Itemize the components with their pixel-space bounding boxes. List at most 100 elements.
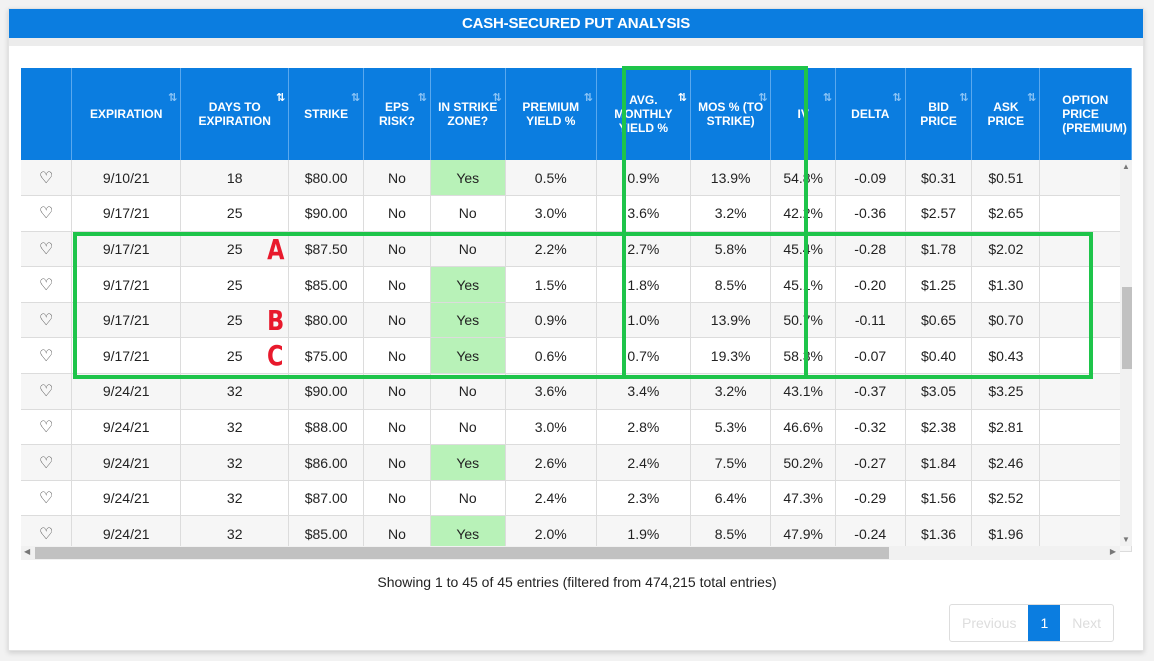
cell-value: 46.6% (783, 418, 824, 435)
column-header-expiration[interactable]: EXPIRATION ⇅ (71, 68, 182, 160)
cell-in-zone: No (430, 480, 506, 517)
column-header-avg-monthly-yield[interactable]: AVG. MONTHLY YIELD % ⇅ (596, 68, 691, 160)
cell-premium-yield: 2.4% (505, 480, 597, 517)
column-header-days-to-expiration[interactable]: DAYS TO EXPIRATION ⇅ (180, 68, 290, 160)
cell-mos: 13.9% (690, 302, 772, 339)
favorite-heart-icon[interactable]: ♡ (21, 231, 73, 268)
table-row[interactable]: ♡ 9/17/21 25 B $80.00 No Yes 0.9% 1.0% 13.9% 50.7%… (21, 302, 1132, 339)
cell-value: $1.56 (921, 490, 957, 507)
cell-value: No (387, 490, 406, 507)
cell-premium-yield: 0.6% (505, 337, 597, 375)
cash-secured-put-panel: CASH-SECURED PUT ANALYSIS EXPIRATION ⇅ DAY… (8, 8, 1144, 651)
cell-value: 0.9% (627, 169, 660, 186)
column-header-iv[interactable]: IV ⇅ (770, 68, 836, 160)
previous-page-button[interactable]: Previous (962, 615, 1017, 631)
column-header-in-strike-zone[interactable]: IN STRIKE ZONE? ⇅ (430, 68, 506, 160)
scroll-down-arrow-icon[interactable]: ▼ (1122, 535, 1130, 544)
scroll-right-arrow-icon[interactable]: ▶ (1109, 547, 1116, 556)
cell-value: $87.50 (304, 240, 348, 257)
sort-icon[interactable]: ⇅ (583, 92, 593, 104)
sort-icon[interactable]: ⇅ (492, 92, 501, 104)
sort-icon[interactable]: ⇅ (1027, 92, 1036, 104)
cell-value: 9/10/21 (102, 169, 150, 186)
cell-option-price (1039, 409, 1132, 446)
column-header-delta[interactable]: DELTA ⇅ (835, 68, 906, 160)
cell-value: $86.00 (304, 454, 348, 471)
column-header-eps-risk[interactable]: EPS RISK? ⇅ (363, 68, 431, 160)
cell-premium-yield: 0.9% (505, 302, 597, 339)
favorite-heart-icon[interactable]: ♡ (21, 444, 73, 481)
column-label: STRIKE (304, 107, 349, 121)
table-row[interactable]: ♡ 9/10/21 18 $80.00 No Yes 0.5% 0.9% 13.9% 54.8% -… (21, 160, 1132, 197)
cell-mos: 5.3% (690, 409, 772, 446)
vertical-scroll-thumb[interactable] (1122, 287, 1132, 369)
cell-value: 25 (226, 205, 243, 222)
sort-icon[interactable]: ⇅ (276, 92, 285, 104)
favorite-heart-icon[interactable]: ♡ (21, 373, 73, 410)
cell-value: -0.28 (854, 240, 887, 257)
cell-delta: -0.07 (835, 337, 906, 375)
table-row[interactable]: ♡ 9/17/21 25 $90.00 No No 3.0% 3.6% 3.2% 42.2% -0.… (21, 195, 1132, 232)
cell-in-zone: No (430, 373, 506, 410)
sort-icon[interactable]: ⇅ (892, 92, 901, 104)
favorite-heart-icon[interactable]: ♡ (21, 266, 73, 303)
column-header-ask-price[interactable]: ASK PRICE ⇅ (971, 68, 1041, 160)
sort-icon[interactable]: ⇅ (417, 92, 427, 104)
cell-value: -0.20 (854, 276, 887, 293)
scroll-up-arrow-icon[interactable]: ▲ (1122, 162, 1130, 171)
favorite-heart-icon[interactable]: ♡ (21, 302, 73, 339)
sort-icon[interactable]: ⇅ (822, 92, 832, 104)
cell-eps-risk: No (363, 444, 431, 481)
table-row[interactable]: ♡ 9/24/21 32 $87.00 No No 2.4% 2.3% 6.4% 47.3% -0.… (21, 480, 1132, 517)
favorite-heart-icon[interactable]: ♡ (21, 409, 73, 446)
cell-value: $90.00 (304, 205, 348, 222)
cell-value: 32 (226, 418, 243, 435)
sort-icon[interactable]: ⇅ (959, 92, 968, 104)
sort-icon[interactable]: ⇅ (350, 92, 360, 104)
cell-option-price (1039, 480, 1132, 517)
cell-days: 18 (180, 160, 290, 197)
cell-value: 2.2% (534, 240, 567, 257)
cell-ask: $0.51 (971, 160, 1041, 197)
page-1-button[interactable]: 1 (1028, 605, 1061, 641)
column-label: ASK PRICE (987, 100, 1025, 128)
horizontal-scroll-thumb[interactable] (35, 547, 889, 559)
column-header-strike[interactable]: STRIKE ⇅ (288, 68, 365, 160)
cell-ask: $0.70 (971, 302, 1041, 339)
table-row[interactable]: ♡ 9/24/21 32 $90.00 No No 3.6% 3.4% 3.2% 43.1% -0.… (21, 373, 1132, 410)
column-label: MOS % (TO STRIKE) (698, 100, 764, 128)
sort-icon[interactable]: ⇅ (167, 92, 177, 104)
cell-ask: $3.25 (971, 373, 1041, 410)
favorite-heart-icon[interactable]: ♡ (21, 160, 73, 197)
cell-expiration: 9/24/21 (71, 444, 182, 481)
cell-value: 5.3% (714, 418, 747, 435)
cell-expiration: 9/17/21 (71, 302, 182, 339)
sort-icon[interactable]: ⇅ (758, 92, 767, 104)
column-header-premium-yield[interactable]: PREMIUM YIELD % ⇅ (505, 68, 597, 160)
results-table-container[interactable]: EXPIRATION ⇅ DAYS TO EXPIRATION ⇅ STRIKE ⇅ EPS… (21, 68, 1132, 561)
favorite-heart-icon[interactable]: ♡ (21, 480, 73, 517)
favorite-heart-icon[interactable]: ♡ (21, 337, 73, 375)
table-row[interactable]: ♡ 9/17/21 25 A $87.50 No No 2.2% 2.7% 5.8% 45.4% -0… (21, 231, 1132, 268)
table-row[interactable]: ♡ 9/24/21 32 $88.00 No No 3.0% 2.8% 5.3% 46.6% -0.… (21, 409, 1132, 446)
table-row[interactable]: ♡ 9/24/21 32 $86.00 No Yes 2.6% 2.4% 7.5% 50.2% -0… (21, 444, 1132, 481)
table-row[interactable]: ♡ 9/17/21 25 C $75.00 No Yes 0.6% 0.7% 19.3% 58.3%… (21, 337, 1132, 375)
column-header-option-price-premium[interactable]: OPTION PRICE (PREMIUM) (1039, 68, 1132, 160)
cell-delta: -0.28 (835, 231, 906, 268)
scroll-left-arrow-icon[interactable]: ◀ (24, 547, 31, 556)
cell-in-zone: Yes (430, 160, 506, 197)
horizontal-scrollbar[interactable]: ◀ ▶ (21, 546, 1120, 560)
sort-icon[interactable]: ⇅ (677, 92, 687, 104)
column-header-favorite[interactable] (21, 68, 73, 160)
favorite-heart-icon[interactable]: ♡ (21, 195, 73, 232)
column-header-bid-price[interactable]: BID PRICE ⇅ (905, 68, 973, 160)
column-header-mos-to-strike[interactable]: MOS % (TO STRIKE) ⇅ (690, 68, 772, 160)
cell-value: No (387, 383, 406, 400)
cell-value: 2.7% (627, 240, 660, 257)
cell-iv: 45.4% (770, 231, 836, 268)
table-row[interactable]: ♡ 9/17/21 25 $85.00 No Yes 1.5% 1.8% 8.5% 45.1% -0… (21, 266, 1132, 303)
vertical-scrollbar[interactable]: ▲ ▼ (1120, 160, 1132, 546)
next-page-button[interactable]: Next (1072, 615, 1102, 631)
cell-days: 25 (180, 195, 290, 232)
cell-value: $1.25 (921, 276, 957, 293)
